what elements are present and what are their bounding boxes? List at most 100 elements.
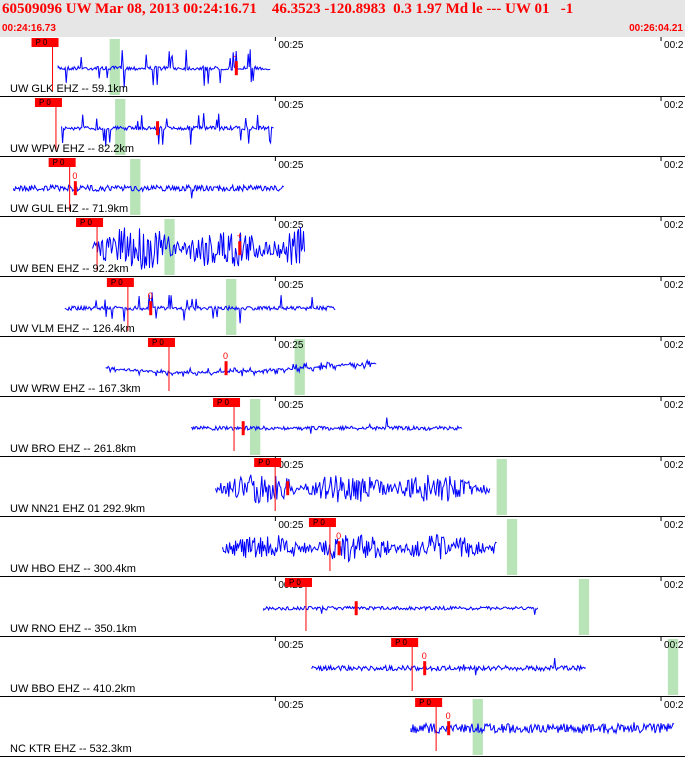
phase-marker-label: - xyxy=(233,51,236,61)
waveform-trace xyxy=(222,534,497,563)
pick-flag xyxy=(391,638,419,647)
trace-row: 00:25 00:2 P 0 0 UW WRW EHZ -- 167.3km xyxy=(0,337,685,397)
phase-marker-label: 0 xyxy=(72,171,77,181)
phase-marker-label: 0 xyxy=(336,531,341,541)
station-label: UW GUL EHZ -- 71.9km xyxy=(10,203,128,215)
end-time: 00:26:04.21 xyxy=(629,23,683,34)
trace-row: 00:25 00:2 P 0 0 UW GUL EHZ -- 71.9km xyxy=(0,157,685,217)
pick-flag xyxy=(284,578,312,587)
pick-flag xyxy=(76,218,104,227)
pick-flag xyxy=(106,278,134,287)
trace-row: 00:25 00:2 P 0 0 UW BBO EHZ -- 410.2km xyxy=(0,637,685,697)
station-label: UW WRW EHZ -- 167.3km xyxy=(10,383,141,395)
phase-marker-label: 0 xyxy=(446,711,451,721)
trace-row: 00:25 00:2 P 0 0 UW VLM EHZ -- 126.4km xyxy=(0,277,685,337)
time-tick-label: 00:25 xyxy=(278,280,303,291)
phase-marker-label: 0 xyxy=(148,291,153,301)
time-tick-label: 00:2 xyxy=(664,580,684,591)
time-tick-label: 00:25 xyxy=(278,160,303,171)
time-window xyxy=(578,579,590,635)
pick-label: P 0 xyxy=(39,98,51,107)
time-window xyxy=(250,399,261,455)
time-window xyxy=(496,459,507,515)
time-tick-label: 00:25 xyxy=(278,460,303,471)
time-tick-label: 00:2 xyxy=(664,40,684,51)
station-label: UW RNO EHZ -- 350.1km xyxy=(10,623,137,635)
station-label: UW BBO EHZ -- 410.2km xyxy=(10,683,135,695)
time-tick-label: 00:25 xyxy=(278,220,303,231)
time-tick-label: 00:2 xyxy=(664,220,684,231)
trace-row: 00:25 00:2 P 0 UW BRO EHZ -- 261.8km xyxy=(0,397,685,457)
pick-flag xyxy=(308,518,336,527)
time-window xyxy=(667,639,679,695)
phase-marker xyxy=(73,181,77,196)
phase-marker xyxy=(354,601,358,616)
time-tick-label: 00:2 xyxy=(664,640,684,651)
time-window xyxy=(506,519,518,575)
station-label: NC KTR EHZ -- 532.3km xyxy=(10,743,132,755)
station-label: UW WPW EHZ -- 82.2km xyxy=(10,143,134,155)
station-label: UW VLM EHZ -- 126.4km xyxy=(10,323,135,335)
trace-row: 00:25 00:2 P 0 UW NN21 EHZ 01 292.9km xyxy=(0,457,685,517)
phase-marker xyxy=(337,541,341,556)
phase-marker-label: 0 xyxy=(422,651,427,661)
time-tick-label: 00:2 xyxy=(664,700,684,711)
pick-label: P 0 xyxy=(80,218,92,227)
time-tick-label: 00:2 xyxy=(664,160,684,171)
pick-flag xyxy=(34,98,62,107)
waveform-trace xyxy=(64,292,336,324)
time-tick-label: 00:2 xyxy=(664,100,684,111)
station-label: UW NN21 EHZ 01 292.9km xyxy=(10,503,145,515)
start-time: 00:24:16.73 xyxy=(2,23,56,34)
station-label: UW BEN EHZ -- 92.2km xyxy=(10,263,129,275)
pick-label: P 0 xyxy=(53,158,65,167)
pick-flag xyxy=(415,698,443,707)
time-tick-label: 00:25 xyxy=(278,40,303,51)
time-tick-label: 00:25 xyxy=(278,520,303,531)
waveform-trace xyxy=(92,227,305,270)
pick-label: P 0 xyxy=(217,398,229,407)
phase-marker-label: 0 xyxy=(223,351,228,361)
pick-flag xyxy=(31,38,59,47)
waveform-trace xyxy=(263,604,539,615)
pick-flag xyxy=(213,398,241,407)
time-window xyxy=(226,279,237,335)
phase-marker xyxy=(149,301,153,316)
time-tick-label: 00:2 xyxy=(664,400,684,411)
waveform-trace xyxy=(215,474,491,505)
trace-row: 00:25 00:2 P 0 0 UW HBO EHZ -- 300.4km xyxy=(0,517,685,577)
phase-marker-label: + xyxy=(237,231,242,241)
event-header: 60509096 UW Mar 08, 2013 00:24:16.71 46.… xyxy=(0,0,685,37)
pick-label: P 0 xyxy=(313,518,325,527)
waveform-trace xyxy=(105,358,377,377)
pick-flag xyxy=(147,338,175,347)
phase-marker xyxy=(224,361,228,376)
time-tick-label: 00:25 xyxy=(278,700,303,711)
waveform-trace xyxy=(410,721,675,736)
phase-marker xyxy=(234,61,238,76)
time-tick-label: 00:25 xyxy=(278,400,303,411)
pick-label: P 0 xyxy=(111,278,123,287)
time-tick-label: 00:2 xyxy=(664,520,684,531)
trace-row: 00:25 00:2 P 0 + UW BEN EHZ -- 92.2km xyxy=(0,217,685,277)
time-tick-label: 00:25 xyxy=(278,340,303,351)
phase-marker xyxy=(447,721,451,736)
trace-row: 00:25 00:2 P 0 - UW GLK EHZ -- 59.1km xyxy=(0,37,685,97)
waveform-trace xyxy=(57,49,271,88)
time-tick-label: 00:2 xyxy=(664,280,684,291)
station-label: UW GLK EHZ -- 59.1km xyxy=(10,83,128,95)
pick-label: P 0 xyxy=(289,578,301,587)
pick-label: P 0 xyxy=(258,458,270,467)
station-label: UW BRO EHZ -- 261.8km xyxy=(10,443,136,455)
pick-flag xyxy=(254,458,282,467)
waveform-trace xyxy=(61,113,274,147)
phase-marker xyxy=(423,661,427,676)
event-title: 60509096 UW Mar 08, 2013 00:24:16.71 46.… xyxy=(2,1,574,17)
time-tick-label: 00:25 xyxy=(278,640,303,651)
pick-label: P 0 xyxy=(36,38,48,47)
waveform-trace xyxy=(191,417,463,434)
waveform-trace xyxy=(13,183,285,199)
pick-label: P 0 xyxy=(395,638,407,647)
